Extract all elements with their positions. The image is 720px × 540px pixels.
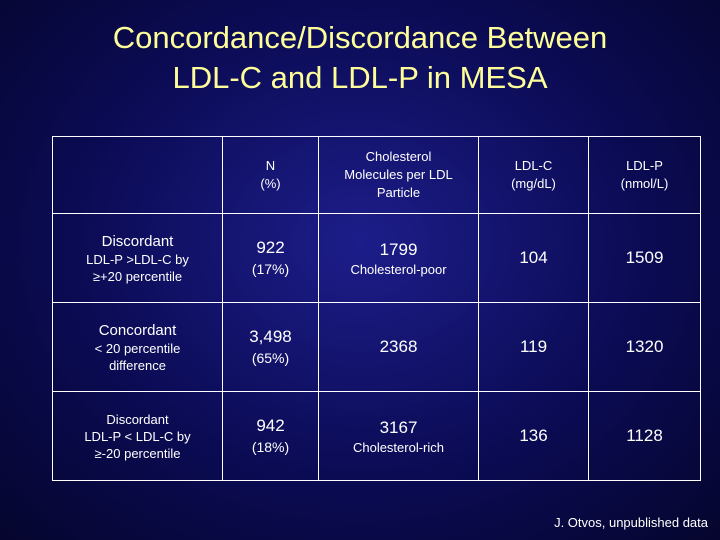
slide-title: Concordance/Discordance Between LDL-C an… [0,18,720,98]
table-row: Concordant < 20 percentile difference 3,… [52,302,701,392]
row-label: Discordant LDL-P >LDL-C by ≥+20 percenti… [52,213,223,303]
n-percent: (17%) [251,261,290,277]
header-cholesterol: Cholesterol Molecules per LDL Particle [318,136,479,214]
ldl-c-value: 136 [478,391,589,481]
header-empty-cell [52,136,223,214]
n-cell: 942 (18%) [222,391,319,481]
title-line-2: LDL-C and LDL-P in MESA [172,60,548,95]
row-label-main: Discordant [101,232,174,250]
header-chol-line2: Molecules per LDL [344,167,453,182]
n-value: 922 [256,238,285,257]
title-line-1: Concordance/Discordance Between [112,20,608,55]
ldl-c-value: 119 [478,302,589,392]
row-label-sub2: ≥-20 percentile [94,445,181,461]
row-label-sub1: < 20 percentile [94,340,181,356]
cholesterol-note: Cholesterol-rich [352,439,445,455]
cholesterol-cell: 2368 [318,302,479,392]
header-ldlp-line1: LDL-P [626,158,663,173]
row-label: Discordant LDL-P < LDL-C by ≥-20 percent… [52,391,223,481]
n-value: 3,498 [249,327,292,346]
header-chol-line3: Particle [376,185,421,200]
n-cell: 3,498 (65%) [222,302,319,392]
table-row: Discordant LDL-P >LDL-C by ≥+20 percenti… [52,213,701,303]
concordance-table: N (%) Cholesterol Molecules per LDL Part… [52,136,701,481]
cholesterol-value: 3167 [379,417,418,437]
header-n: N (%) [222,136,319,214]
row-label-sub2: difference [109,357,166,373]
row-label: Concordant < 20 percentile difference [52,302,223,392]
header-ldlp-line2: (nmol/L) [620,176,669,191]
n-percent: (18%) [251,439,290,455]
ldl-c-value: 104 [478,213,589,303]
cholesterol-value: 1799 [379,239,418,259]
row-label-sub2: ≥+20 percentile [92,268,183,284]
cholesterol-value: 2368 [379,337,418,356]
cholesterol-note: Cholesterol-poor [350,261,447,277]
cholesterol-cell: 3167 Cholesterol-rich [318,391,479,481]
header-n-line2: (%) [260,176,281,191]
n-value: 942 [256,416,285,435]
n-cell: 922 (17%) [222,213,319,303]
row-label-main: Discordant [106,411,169,427]
table-row: Discordant LDL-P < LDL-C by ≥-20 percent… [52,391,701,481]
source-footnote: J. Otvos, unpublished data [554,515,708,530]
row-label-main: Concordant [98,321,177,339]
header-n-line1: N [265,158,276,173]
header-ldlc-line2: (mg/dL) [511,176,556,191]
ldl-p-value: 1509 [588,213,701,303]
row-label-sub1: LDL-P >LDL-C by [86,251,189,267]
header-ldl-p: LDL-P (nmol/L) [588,136,701,214]
header-chol-line1: Cholesterol [365,149,432,164]
header-ldlc-line1: LDL-C [514,158,553,173]
row-label-sub1: LDL-P < LDL-C by [84,428,191,444]
n-percent: (65%) [251,350,290,366]
cholesterol-cell: 1799 Cholesterol-poor [318,213,479,303]
header-row: N (%) Cholesterol Molecules per LDL Part… [52,136,701,214]
ldl-p-value: 1128 [588,391,701,481]
ldl-p-value: 1320 [588,302,701,392]
header-ldl-c: LDL-C (mg/dL) [478,136,589,214]
